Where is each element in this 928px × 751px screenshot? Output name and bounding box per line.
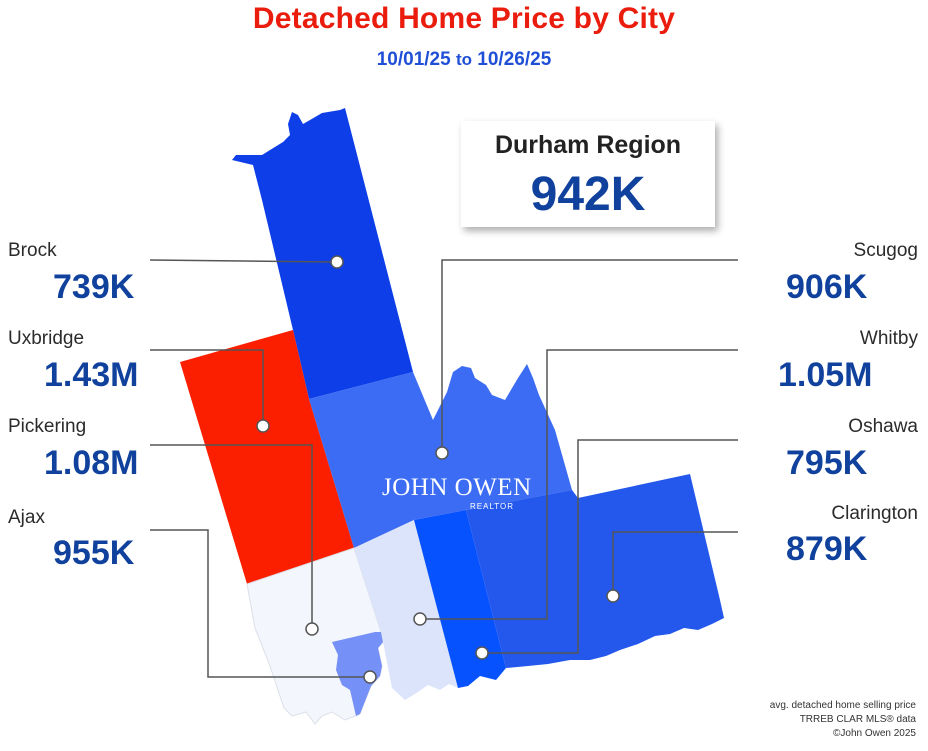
date-start: 10/01/25 xyxy=(376,49,451,70)
region-name: Durham Region xyxy=(494,131,682,159)
city-name-whitby: Whitby xyxy=(859,328,918,349)
brand-logo-subtitle: REALTOR xyxy=(470,502,515,511)
leader-oshawa xyxy=(482,439,738,654)
city-price-brock: 739K xyxy=(53,268,135,306)
city-price-scugog: 906K xyxy=(786,268,868,306)
region-whitby[interactable] xyxy=(354,520,458,700)
leader-pickering xyxy=(150,444,313,628)
city-name-pickering: Pickering xyxy=(8,416,87,437)
footnote-copyright: ©John Owen 2025 xyxy=(833,728,916,739)
city-price-pickering: 1.08M xyxy=(44,444,139,482)
city-price-clarington: 879K xyxy=(786,530,868,568)
city-name-brock: Brock xyxy=(8,240,57,261)
marker-brock[interactable] xyxy=(330,255,344,269)
city-name-scugog: Scugog xyxy=(853,240,918,261)
marker-whitby[interactable] xyxy=(413,612,427,626)
region-price: 942K xyxy=(530,168,646,221)
marker-uxbridge[interactable] xyxy=(256,419,270,433)
leader-clarington xyxy=(612,531,738,596)
date-range: 10/01/25 to 10/26/25 xyxy=(0,49,928,71)
leader-scugog xyxy=(441,259,738,452)
marker-oshawa[interactable] xyxy=(475,646,489,660)
footnote-source: TRREB CLAR MLS® data xyxy=(799,714,916,725)
date-connector: to xyxy=(455,50,473,69)
marker-ajax[interactable] xyxy=(363,670,377,684)
region-brock[interactable] xyxy=(232,108,413,399)
city-price-oshawa: 795K xyxy=(786,444,868,482)
date-end: 10/26/25 xyxy=(477,49,552,70)
leader-uxbridge xyxy=(150,349,264,425)
region-ajax[interactable] xyxy=(332,632,383,716)
leader-ajax xyxy=(150,529,370,678)
city-name-oshawa: Oshawa xyxy=(848,416,918,437)
map-title: Detached Home Price by City xyxy=(252,2,676,35)
region-oshawa[interactable] xyxy=(414,510,506,688)
city-name-clarington: Clarington xyxy=(831,503,918,524)
marker-scugog[interactable] xyxy=(435,446,449,460)
leader-whitby xyxy=(420,349,738,620)
region-summary-card: Durham Region 942K xyxy=(461,121,715,227)
footnote-metric: avg. detached home selling price xyxy=(769,700,916,711)
region-uxbridge[interactable] xyxy=(180,330,354,584)
brand-logo: JOHN OWEN xyxy=(382,474,532,501)
marker-pickering[interactable] xyxy=(305,622,319,636)
city-price-ajax: 955K xyxy=(53,534,135,572)
city-name-uxbridge: Uxbridge xyxy=(8,328,85,349)
city-price-uxbridge: 1.43M xyxy=(44,356,139,394)
city-name-ajax: Ajax xyxy=(8,507,45,528)
leader-brock xyxy=(149,259,338,263)
marker-clarington[interactable] xyxy=(606,589,620,603)
city-price-whitby: 1.05M xyxy=(778,356,873,394)
